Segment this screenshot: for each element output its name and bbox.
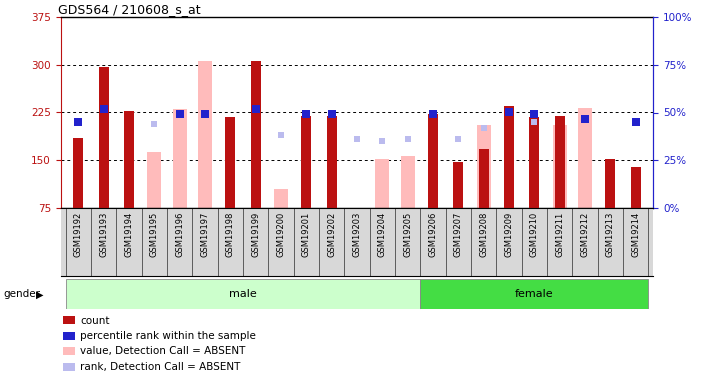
Bar [401, 156, 415, 208]
Bar [63, 347, 75, 355]
Text: GSM19207: GSM19207 [454, 211, 463, 257]
Bar [504, 106, 514, 208]
Text: GSM19214: GSM19214 [631, 211, 640, 257]
Bar [428, 114, 438, 208]
Point [174, 111, 186, 117]
Text: rank, Detection Call = ABSENT: rank, Detection Call = ABSENT [80, 362, 241, 372]
Point [351, 136, 363, 142]
Text: GSM19198: GSM19198 [226, 211, 235, 257]
Bar [553, 125, 567, 208]
Bar [421, 279, 648, 309]
Bar [376, 159, 389, 208]
Bar [147, 152, 161, 208]
Text: GSM19201: GSM19201 [302, 211, 311, 257]
Point [528, 119, 540, 125]
Bar [63, 316, 75, 324]
Text: count: count [80, 315, 109, 326]
Bar [555, 116, 565, 208]
Bar [124, 111, 134, 208]
Point [149, 121, 160, 127]
Text: GSM19206: GSM19206 [428, 211, 438, 257]
Bar [630, 166, 640, 208]
Point [630, 119, 641, 125]
Point [503, 110, 515, 116]
Bar [226, 117, 236, 208]
Text: female: female [515, 290, 553, 299]
Point [579, 116, 590, 122]
Point [478, 125, 489, 132]
Point [301, 111, 312, 117]
Text: gender: gender [4, 290, 41, 299]
Bar [301, 116, 311, 208]
Bar [529, 117, 539, 208]
Point [326, 111, 338, 117]
Text: GSM19192: GSM19192 [74, 211, 83, 257]
Text: GSM19195: GSM19195 [150, 211, 159, 257]
Text: ▶: ▶ [36, 290, 44, 299]
Point [73, 119, 84, 125]
Bar [251, 62, 261, 208]
Bar [453, 162, 463, 208]
Text: GSM19210: GSM19210 [530, 211, 539, 257]
Bar [63, 363, 75, 370]
Point [528, 111, 540, 117]
Point [250, 106, 261, 112]
Text: GSM19211: GSM19211 [555, 211, 564, 257]
Point [98, 106, 109, 112]
Text: GSM19200: GSM19200 [276, 211, 286, 257]
Bar [66, 279, 421, 309]
Text: male: male [229, 290, 257, 299]
Text: GSM19202: GSM19202 [327, 211, 336, 257]
Text: GSM19204: GSM19204 [378, 211, 387, 257]
Bar [326, 116, 337, 208]
Bar [99, 67, 109, 208]
Text: GSM19209: GSM19209 [505, 211, 513, 257]
Text: GSM19193: GSM19193 [99, 211, 109, 257]
Text: GSM19205: GSM19205 [403, 211, 412, 257]
Bar [578, 108, 592, 208]
Bar [605, 159, 615, 208]
Text: GSM19212: GSM19212 [580, 211, 590, 257]
Point [453, 136, 464, 142]
Bar [74, 138, 84, 208]
Text: value, Detection Call = ABSENT: value, Detection Call = ABSENT [80, 346, 246, 357]
Bar [478, 150, 488, 208]
Bar [173, 110, 186, 208]
Text: GSM19196: GSM19196 [175, 211, 184, 257]
Bar [63, 332, 75, 340]
Text: GSM19213: GSM19213 [605, 211, 615, 257]
Text: GSM19199: GSM19199 [251, 211, 260, 257]
Text: percentile rank within the sample: percentile rank within the sample [80, 331, 256, 341]
Point [402, 136, 413, 142]
Bar [477, 125, 491, 208]
Point [276, 132, 287, 138]
Point [199, 111, 211, 117]
Text: GDS564 / 210608_s_at: GDS564 / 210608_s_at [58, 3, 201, 16]
Point [376, 138, 388, 144]
Bar [198, 62, 212, 208]
Point [427, 111, 438, 117]
Text: GSM19203: GSM19203 [353, 211, 361, 257]
Text: GSM19197: GSM19197 [201, 211, 209, 257]
Text: GSM19208: GSM19208 [479, 211, 488, 257]
Text: GSM19194: GSM19194 [124, 211, 134, 257]
Bar [274, 189, 288, 208]
